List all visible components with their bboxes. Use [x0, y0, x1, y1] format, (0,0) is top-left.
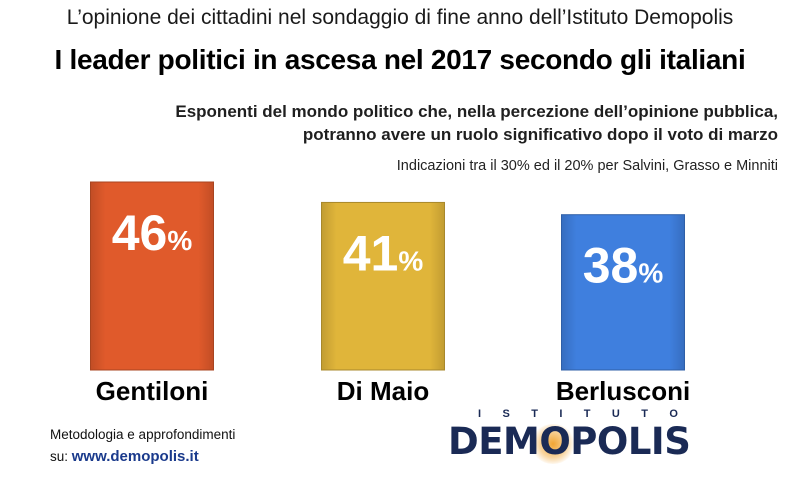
supertitle: L’opinione dei cittadini nel sondaggio d…	[66, 6, 734, 29]
logo-o-glow: O	[531, 420, 576, 464]
methodology-site: su: www.demopolis.it	[50, 446, 235, 468]
bar-gentiloni	[90, 181, 214, 371]
subtitle: Esponenti del mondo politico che, nella …	[98, 100, 778, 146]
methodology-note: Metodologia e approfondimenti su: www.de…	[50, 424, 235, 468]
subtitle-line-1: Esponenti del mondo politico che, nella …	[175, 102, 778, 121]
category-label: Gentiloni	[96, 376, 209, 406]
logo-letter: U	[611, 408, 620, 420]
value-label: 38%	[583, 238, 664, 294]
logo-letter: I	[559, 408, 563, 420]
logo-letter: I	[478, 408, 482, 420]
logo-wordmark: DEMOPOLIS	[448, 420, 691, 464]
bar-di-maio	[321, 201, 445, 371]
bar-berlusconi	[561, 214, 685, 371]
methodology-label: Metodologia e approfondimenti	[50, 427, 236, 442]
value-label: 46%	[112, 205, 193, 261]
logo-letter: T	[583, 408, 591, 420]
logo-letter: T	[641, 408, 648, 420]
chart-note: Indicazioni tra il 30% ed il 20% per Sal…	[396, 158, 778, 174]
logo-word-part: DEM	[448, 420, 540, 463]
logo-istituto: I S T I T U T O	[478, 408, 678, 420]
chart-title: I leader politici in ascesa nel 2017 sec…	[54, 44, 746, 75]
category-label: Di Maio	[337, 376, 429, 406]
logo-letter: O	[669, 408, 678, 420]
site-prefix: su:	[50, 449, 72, 464]
site-link[interactable]: www.demopolis.it	[71, 448, 199, 465]
value-label: 41%	[343, 225, 424, 281]
category-label: Berlusconi	[556, 376, 690, 406]
logo-letter: T	[531, 408, 538, 420]
subtitle-line-2: potranno avere un ruolo significativo do…	[302, 125, 778, 144]
demopolis-logo: I S T I T U T O DEMOPOLIS	[448, 408, 778, 468]
logo-word-part: POLIS	[570, 420, 691, 463]
logo-letter: S	[502, 408, 510, 420]
